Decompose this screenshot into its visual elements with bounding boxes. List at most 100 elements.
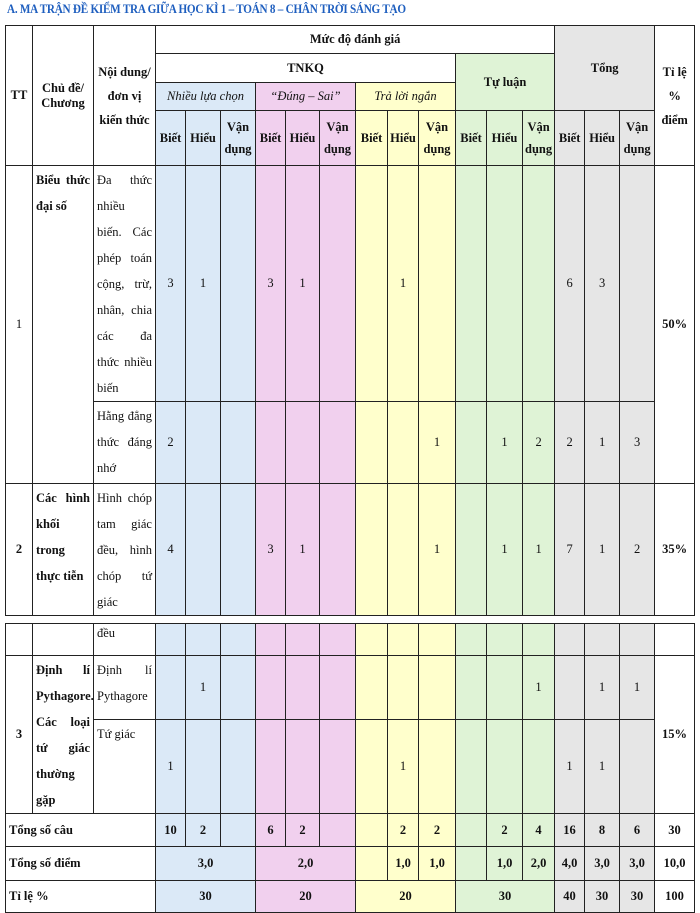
value-cell (285, 623, 320, 656)
topic-rate: 35% (654, 483, 696, 616)
value-cell (319, 623, 356, 656)
topic-row: Hằng đẳng thức đáng nhớ 2 1 1 2 2 1 3 (6, 401, 695, 484)
value-cell (355, 165, 388, 402)
value-cell: 1 (486, 483, 523, 616)
value-cell: 2 (554, 401, 586, 484)
header-understand: Hiểu (285, 110, 320, 166)
summary-label: Tổng số điểm (5, 846, 156, 881)
value-cell (486, 654, 523, 721)
value-cell (155, 623, 186, 656)
value-cell (285, 719, 320, 814)
value-cell: 2,0 (255, 846, 356, 881)
value-cell: 1 (387, 165, 419, 402)
summary-rate: 100 (654, 880, 695, 913)
header-tnkq: TNKQ (155, 53, 456, 83)
value-cell (486, 719, 523, 814)
topic-rate: 15% (654, 655, 695, 814)
summary-rate: 30 (654, 813, 695, 847)
value-cell: 6 (619, 813, 655, 847)
value-cell: 1,0 (387, 846, 419, 881)
header-understand: Hiểu (584, 110, 621, 166)
value-cell: 2 (521, 401, 556, 484)
value-cell (355, 401, 388, 484)
value-cell (619, 623, 655, 656)
value-cell (319, 483, 356, 616)
value-cell (521, 165, 556, 402)
value-cell (455, 165, 487, 402)
unit-content: đều (93, 623, 156, 656)
header-tt: TT (5, 25, 33, 166)
topic-name: Các hình khối trong thực tiễn (32, 483, 94, 616)
summary-label: Tỉ lệ % (5, 880, 156, 913)
summary-row-percent: Tỉ lệ % 30 20 20 30 40 30 30 100 (5, 880, 695, 913)
header-understand: Hiểu (486, 110, 523, 166)
document-title: A. MA TRẬN ĐỀ KIỂM TRA GIỮA HỌC KÌ 1 – T… (7, 1, 406, 16)
matrix-table-part-1: TT Chủ đề/ Chương Nội dung/ đơn vị kiến … (5, 25, 696, 616)
value-cell (255, 623, 286, 656)
value-cell: 1 (584, 719, 620, 814)
value-cell (455, 483, 487, 616)
topic-number: 1 (5, 165, 33, 484)
header-short-answer: Trả lời ngắn (355, 82, 456, 111)
value-cell: 2 (387, 813, 419, 847)
value-cell (387, 483, 419, 616)
header-apply: Vận dụng (220, 110, 256, 166)
header-chapter: Chủ đề/ Chương (32, 25, 94, 166)
value-cell (486, 623, 523, 656)
value-cell (387, 654, 419, 721)
value-cell: 1 (522, 654, 555, 721)
value-cell: 1 (418, 483, 456, 616)
header-apply: Vận dụng (319, 110, 356, 166)
value-cell (619, 165, 656, 402)
value-cell: 16 (554, 813, 585, 847)
value-cell: 1 (584, 401, 621, 484)
value-cell (220, 165, 256, 402)
value-cell (522, 623, 555, 656)
value-cell: 3,0 (619, 846, 655, 881)
value-cell (185, 401, 221, 484)
value-cell: 1 (185, 654, 221, 721)
value-cell: 8 (584, 813, 620, 847)
value-cell (285, 654, 320, 721)
value-cell (220, 623, 256, 656)
topic-row: 3 Định lí Pythagore. Các loại tứ giác thư… (5, 654, 695, 814)
header-know: Biết (155, 110, 186, 166)
header-level: Mức độ đánh giá (154, 25, 556, 54)
value-cell (355, 846, 388, 881)
matrix-table-part-2: đều 3 Định lí Pythagore. Các loại tứ giác … (5, 623, 695, 913)
value-cell (418, 623, 456, 656)
value-cell (185, 483, 221, 616)
value-cell: 20 (355, 880, 456, 913)
value-cell (355, 654, 388, 721)
topic-number: 2 (5, 483, 33, 616)
header-know: Biết (554, 110, 586, 166)
value-cell (418, 719, 456, 814)
unit-content: Hình chóp tam giác đều, hình chóp tứ giá… (93, 483, 156, 616)
header-apply: Vận dụng (418, 110, 456, 166)
value-cell (455, 401, 487, 484)
value-cell: 20 (255, 880, 356, 913)
value-cell (455, 719, 487, 814)
value-cell: 2 (619, 483, 656, 616)
header-true-false: “Đúng – Sai” (255, 82, 356, 111)
value-cell (355, 623, 388, 656)
topic-number: 3 (5, 655, 33, 814)
value-cell: 1 (418, 401, 456, 484)
value-cell: 4 (522, 813, 555, 847)
value-cell (355, 483, 388, 616)
value-cell (387, 401, 419, 484)
value-cell (387, 623, 419, 656)
value-cell (319, 719, 356, 814)
value-cell (554, 623, 585, 656)
unit-content: Định lí Pythagore (93, 654, 156, 721)
value-cell: 1,0 (418, 846, 456, 881)
value-cell: 4 (155, 483, 186, 616)
topic-name: Định lí Pythagore. Các loại tứ giác thườ… (32, 655, 94, 814)
value-cell (155, 654, 186, 721)
value-cell (455, 623, 487, 656)
value-cell: 1 (285, 483, 320, 616)
value-cell (220, 654, 256, 721)
topic-rate: 50% (654, 165, 696, 484)
value-cell (255, 401, 286, 484)
matrix-container: TT Chủ đề/ Chương Nội dung/ đơn vị kiến … (5, 25, 696, 913)
